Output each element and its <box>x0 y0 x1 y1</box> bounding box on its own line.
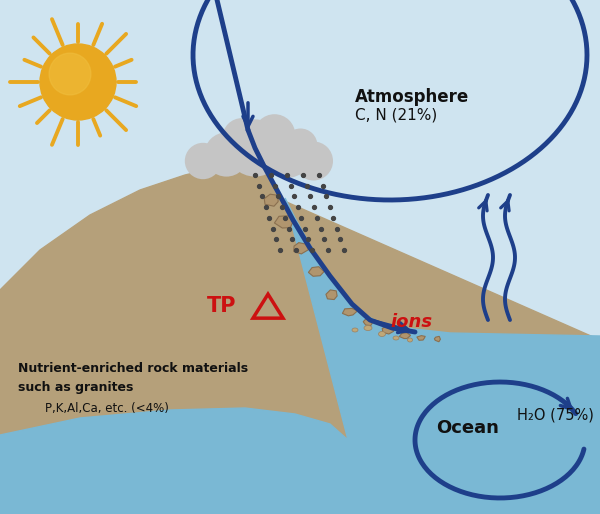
Polygon shape <box>0 128 600 514</box>
Circle shape <box>185 143 221 179</box>
Text: Nutrient-enriched rock materials: Nutrient-enriched rock materials <box>18 362 248 375</box>
Circle shape <box>223 118 262 157</box>
Circle shape <box>49 53 91 95</box>
Polygon shape <box>417 336 425 340</box>
Polygon shape <box>326 290 337 300</box>
Polygon shape <box>434 336 440 342</box>
Circle shape <box>284 128 317 162</box>
Polygon shape <box>274 216 293 228</box>
Circle shape <box>204 133 248 177</box>
Circle shape <box>294 141 333 180</box>
Polygon shape <box>294 243 308 254</box>
Circle shape <box>226 119 284 177</box>
Circle shape <box>264 131 311 178</box>
Text: Ocean: Ocean <box>437 419 499 437</box>
Ellipse shape <box>407 338 413 342</box>
Ellipse shape <box>352 328 358 332</box>
Text: H₂O (75%): H₂O (75%) <box>517 408 593 423</box>
Text: C, N (21%): C, N (21%) <box>355 108 437 123</box>
Polygon shape <box>343 308 358 316</box>
Polygon shape <box>0 198 600 514</box>
Polygon shape <box>264 194 278 206</box>
Polygon shape <box>382 326 394 334</box>
Polygon shape <box>400 333 410 339</box>
Text: P,K,Al,Ca, etc. (<4%): P,K,Al,Ca, etc. (<4%) <box>45 402 169 415</box>
Ellipse shape <box>364 325 372 331</box>
Text: such as granites: such as granites <box>18 381 133 394</box>
Text: TP: TP <box>206 296 236 316</box>
Polygon shape <box>363 318 373 325</box>
Text: Atmosphere: Atmosphere <box>355 88 469 106</box>
Polygon shape <box>308 267 324 276</box>
Ellipse shape <box>393 336 399 340</box>
Circle shape <box>254 114 295 156</box>
Circle shape <box>40 44 116 120</box>
Text: ions: ions <box>390 313 432 331</box>
Ellipse shape <box>379 332 386 337</box>
